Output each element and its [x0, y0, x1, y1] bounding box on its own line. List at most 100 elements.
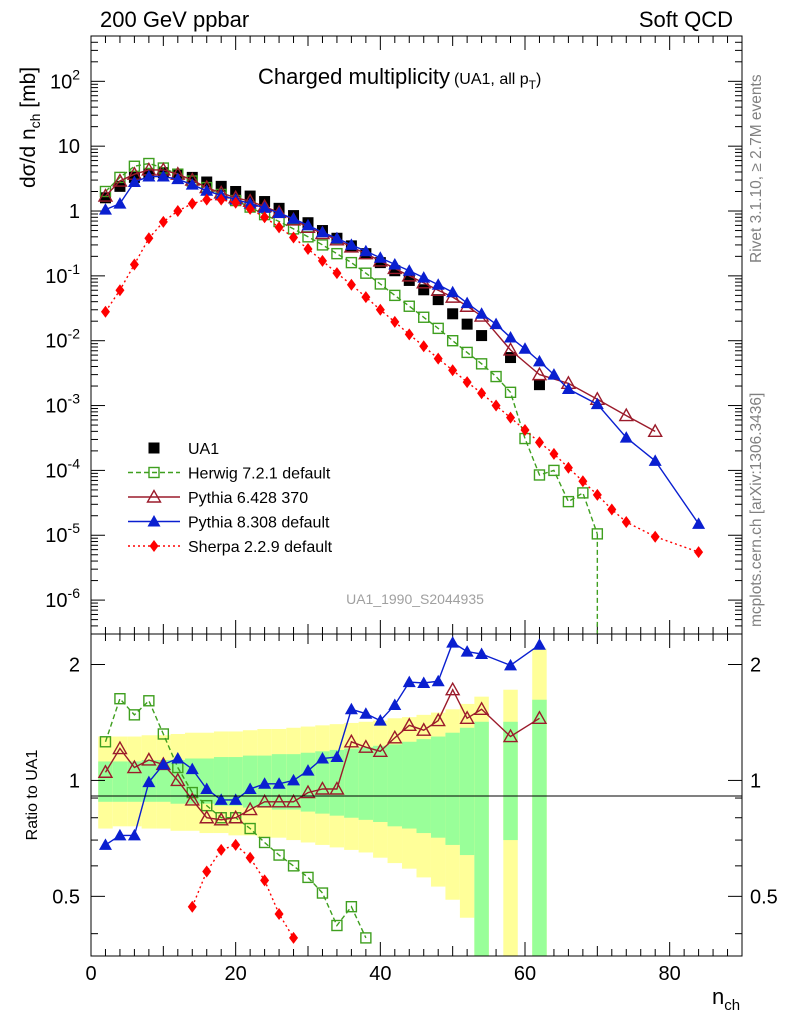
ratio-point: [302, 871, 314, 884]
ratio-point: [272, 777, 286, 789]
ratio-point: [258, 777, 272, 789]
data-point: [502, 342, 519, 356]
data-point: [173, 205, 183, 218]
data-point: [143, 157, 155, 170]
ratio-point: [142, 775, 156, 788]
data-point: [647, 423, 663, 438]
ratio-point: [532, 638, 546, 650]
data-point: [432, 294, 444, 306]
analysis-watermark: UA1_1990_S2044935: [346, 591, 484, 607]
data-point: [533, 469, 546, 481]
ratio-point: [271, 793, 287, 808]
ratio-point: [128, 709, 141, 721]
ratio-y-tick-label-right: 2: [750, 654, 761, 676]
data-point: [694, 546, 704, 559]
ratio-ticks: 2 1 0.5 2 1 0.5: [52, 654, 778, 935]
ratio-point: [459, 710, 475, 724]
legend-entry: UA1: [148, 441, 219, 458]
legend-marker: [148, 442, 160, 454]
series-line: [105, 162, 598, 535]
data-point: [417, 271, 431, 283]
legend-entry: Pythia 8.308 default: [128, 515, 330, 532]
ratio-point: [127, 828, 141, 841]
ratio-point: [331, 919, 343, 932]
data-point: [344, 238, 358, 250]
data-point: [547, 368, 561, 380]
data-point: [489, 317, 503, 330]
ratio-point: [185, 762, 199, 775]
legend-entry: Herwig 7.2.1 default: [128, 466, 331, 483]
data-point: [202, 193, 212, 206]
ratio-point: [401, 717, 417, 732]
ratio-point: [345, 900, 358, 913]
ratio-point: [329, 781, 345, 795]
y-tick-label: 1: [69, 201, 80, 223]
ratio-frame: [90, 633, 743, 957]
data-point: [578, 475, 588, 488]
data-point: [504, 331, 518, 343]
side-label-top: Rivet 3.1.10, ≥ 2.7M events: [748, 74, 765, 263]
x-axis-label: nch: [712, 984, 740, 1014]
x-tick-label: 20: [225, 963, 247, 985]
ratio-point: [213, 811, 229, 826]
ratio-point: [531, 710, 548, 724]
y-axis-label: dσ/d nch [mb]: [17, 67, 43, 188]
data-point: [491, 399, 501, 412]
main-panel: 102 10 1 10-1 10-2 10-3 10-4 10-5 10-6: [45, 35, 743, 956]
ratio-point: [373, 714, 387, 726]
data-point: [345, 256, 358, 269]
ratio-y-tick-label-left: 0.5: [52, 886, 80, 908]
ratio-point: [214, 793, 228, 805]
ratio-y-axis-label: Ratio to UA1: [24, 750, 41, 841]
data-point: [475, 307, 489, 319]
data-point: [650, 530, 660, 543]
header-right: Soft QCD: [639, 7, 733, 32]
series-pythia-6-428-370: [97, 162, 663, 438]
ratio-point: [300, 784, 316, 799]
ratio-point: [301, 764, 315, 776]
ratio-point: [388, 698, 402, 710]
ratio-point: [243, 782, 257, 794]
data-point: [315, 225, 329, 238]
ratio-point: [156, 757, 170, 770]
data-point: [115, 284, 125, 297]
ratio-line: [104, 688, 540, 821]
data-point: [303, 242, 313, 255]
data-point: [431, 278, 445, 290]
data-point: [142, 170, 156, 182]
data-point: [187, 197, 197, 210]
data-point: [592, 488, 602, 501]
ratio-uncertainty-bands: [98, 648, 547, 956]
band-inner: [416, 739, 431, 834]
data-point: [506, 411, 516, 424]
y-tick-label: 10-6: [45, 585, 80, 612]
band-inner: [127, 761, 142, 802]
data-point: [692, 517, 706, 529]
ratio-point: [360, 932, 372, 944]
data-point: [549, 447, 559, 460]
ratio-point: [258, 836, 271, 849]
legend-marker: [149, 540, 159, 552]
side-label-bottom: mcplots.cern.ch [arXiv:1306.3436]: [748, 393, 765, 627]
ratio-y-tick-label-left: 2: [69, 654, 80, 676]
data-point: [244, 190, 256, 202]
x-tick-label: 0: [85, 963, 96, 985]
y-tick-label: 10-1: [45, 261, 80, 288]
data-point: [360, 267, 372, 279]
ratio-point: [260, 874, 270, 887]
data-point: [374, 278, 387, 290]
ratio-point: [504, 658, 518, 671]
ratio-series: [97, 636, 548, 944]
legend-entry: Sherpa 2.2.9 default: [128, 539, 333, 556]
ratio-point: [402, 675, 416, 688]
data-point: [260, 211, 270, 224]
data-point: [531, 366, 548, 381]
data-point: [287, 212, 301, 224]
data-point: [562, 495, 575, 508]
data-point: [245, 202, 255, 215]
ratio-point: [97, 764, 114, 778]
data-point: [317, 254, 327, 267]
band-inner: [242, 755, 258, 808]
data-point: [185, 178, 199, 190]
